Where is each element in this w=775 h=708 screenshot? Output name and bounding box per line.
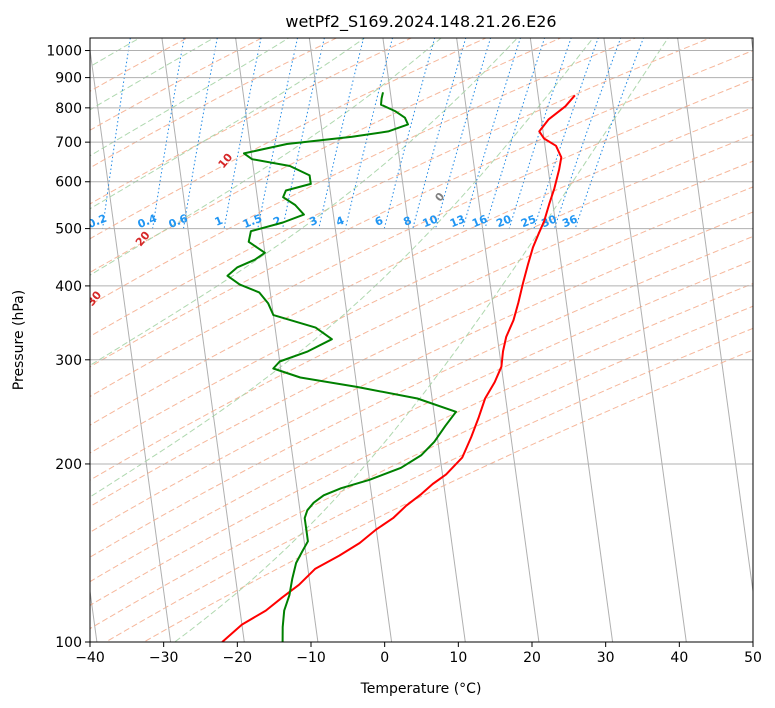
- dewpoint-trace: [226, 92, 457, 642]
- y-tick-label: 700: [55, 135, 82, 151]
- temperature-trace: [221, 94, 576, 642]
- dry-adiabat-line: [142, 349, 753, 642]
- x-tick-label: 40: [670, 650, 688, 666]
- y-tick-label: 100: [55, 635, 82, 651]
- x-tick-label: −40: [75, 650, 105, 666]
- mixing-ratio-label: 10: [421, 212, 440, 230]
- y-tick-label: 400: [55, 279, 82, 295]
- isotherm-line: [90, 46, 172, 642]
- isotherm-line: [529, 38, 614, 642]
- x-tick-label: 30: [597, 650, 615, 666]
- dry-adiabat-line: [90, 282, 753, 606]
- x-tick-label: −10: [296, 650, 326, 666]
- dry-adiabat-line: [90, 235, 753, 558]
- mixing-ratio-line: [257, 38, 299, 229]
- isotherm-line: [308, 38, 393, 642]
- dry-adiabat-line: [90, 106, 753, 426]
- x-tick-label: −20: [223, 650, 253, 666]
- mixing-ratio-line: [318, 38, 365, 229]
- isotherm-line: [603, 38, 687, 642]
- x-axis-label: Temperature (°C): [360, 681, 482, 697]
- mixing-ratio-line: [223, 38, 262, 229]
- x-tick-label: −30: [149, 650, 179, 666]
- mixing-ratio-label: 1: [213, 214, 225, 229]
- chart-title: wetPf2_S169.2024.148.21.26.E26: [285, 12, 556, 32]
- dry-adiabat-line: [90, 259, 753, 583]
- plot-area: -100-90-80-70-60-50-40-30-20-10010203040…: [90, 38, 753, 642]
- moist-adiabat-line: [90, 38, 215, 111]
- moist-adiabat-line: [174, 38, 669, 642]
- mixing-ratio-label: 20: [494, 212, 513, 230]
- mixing-ratio-line: [383, 38, 436, 229]
- y-axis-label: Pressure (hPa): [11, 290, 27, 390]
- plot-frame: [89, 37, 754, 643]
- dry-adiabat-line: [90, 78, 753, 398]
- mixing-ratio-label: 8: [402, 214, 414, 229]
- y-tick-label: 1000: [46, 44, 82, 60]
- dry-adiabat-line: [90, 305, 753, 630]
- mixing-ratio-label: 3: [308, 214, 320, 229]
- dry-adiabat-line: [90, 38, 488, 240]
- mixing-ratio-line: [282, 38, 325, 229]
- isotherm-line: [677, 38, 753, 596]
- mixing-ratio-line: [484, 38, 546, 229]
- mixing-ratio-line: [344, 38, 394, 229]
- axis-ticks: −40 −30 −20 −10 0 10 20 30 40 50 100 200 300 400 500 60…: [46, 44, 762, 666]
- mixing-ratio-line: [462, 38, 521, 229]
- dry-adiabat-line: [90, 160, 753, 481]
- mixing-ratio-line: [412, 38, 467, 229]
- isotherm-line: [382, 38, 466, 642]
- y-tick-label: 300: [55, 353, 82, 369]
- x-tick-label: 20: [523, 650, 541, 666]
- isotherm-line: [235, 38, 319, 642]
- y-tick-label: 600: [55, 175, 82, 191]
- isotherm-line: [161, 38, 245, 642]
- mixing-ratio-line: [574, 38, 644, 229]
- mixing-ratio-label: 36: [560, 212, 579, 230]
- dry-adiabat-line: [90, 38, 562, 273]
- x-tick-label: 10: [449, 650, 467, 666]
- y-tick-label: 500: [55, 222, 82, 238]
- mixing-ratio-label: 2: [271, 214, 283, 229]
- dry-adiabat-line: [90, 134, 753, 454]
- x-tick-label: 50: [744, 650, 762, 666]
- y-tick-label: 200: [55, 457, 82, 473]
- mixing-ratio-label: 25: [519, 212, 538, 230]
- dry-adiabat-line: [90, 38, 338, 169]
- y-tick-label: 900: [55, 71, 82, 87]
- dry-adiabat-line: [90, 49, 753, 368]
- dry-adiabat-line: [90, 38, 413, 205]
- mixing-ratio-label: 13: [448, 212, 467, 230]
- y-tick-label: 800: [55, 101, 82, 117]
- dry-adiabat-line: [90, 186, 753, 508]
- isotherm-line: [456, 38, 540, 642]
- x-tick-label: 0: [380, 650, 389, 666]
- mixing-ratio-label: 16: [470, 212, 489, 230]
- dry-adiabat-line: [104, 327, 753, 642]
